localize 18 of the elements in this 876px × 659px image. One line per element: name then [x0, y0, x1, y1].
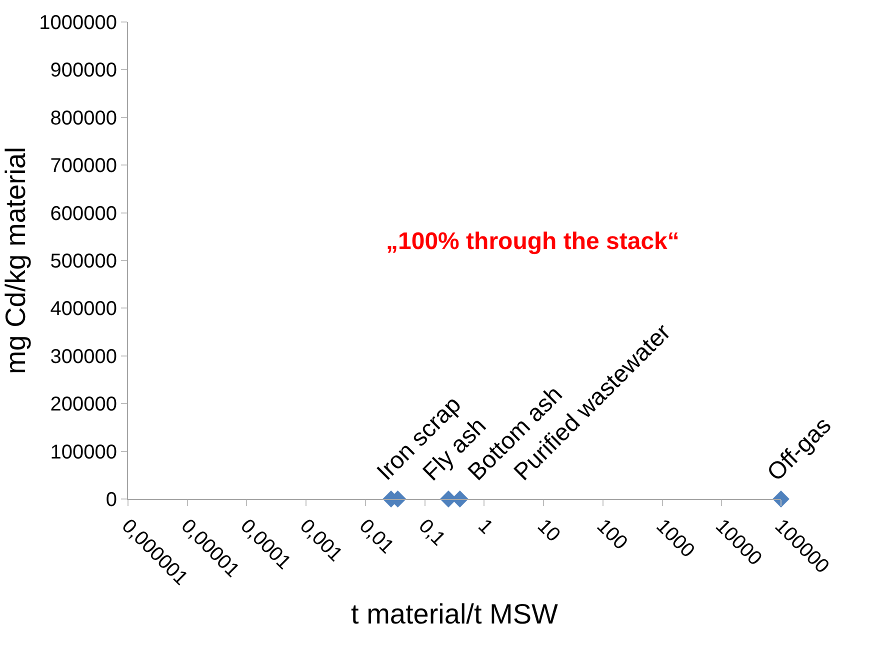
y-tick-label: 100000 [50, 441, 117, 464]
x-tick-label: 100 [592, 515, 632, 554]
y-tick-label: 400000 [50, 298, 117, 320]
y-axis-title: mg Cd/kg material [0, 146, 31, 374]
x-tick-label: 10 [532, 515, 564, 546]
x-axis-title: t material/t MSW [351, 598, 559, 630]
y-tick-label: 500000 [50, 250, 117, 272]
y-tick-label: 200000 [50, 394, 117, 416]
y-tick-label: 800000 [50, 107, 117, 130]
y-tick-label: 700000 [50, 155, 117, 178]
x-tick-label: 0,1 [414, 515, 450, 550]
y-tick-label: 0 [106, 489, 117, 511]
y-tick-label: 900000 [50, 60, 117, 82]
y-tick-label: 300000 [50, 346, 117, 368]
annotation: „100% through the stack“ [386, 228, 680, 255]
y-tick-label: 600000 [50, 202, 117, 225]
x-tick-label: 1 [474, 515, 497, 538]
y-tick-label: 1000000 [39, 12, 117, 34]
